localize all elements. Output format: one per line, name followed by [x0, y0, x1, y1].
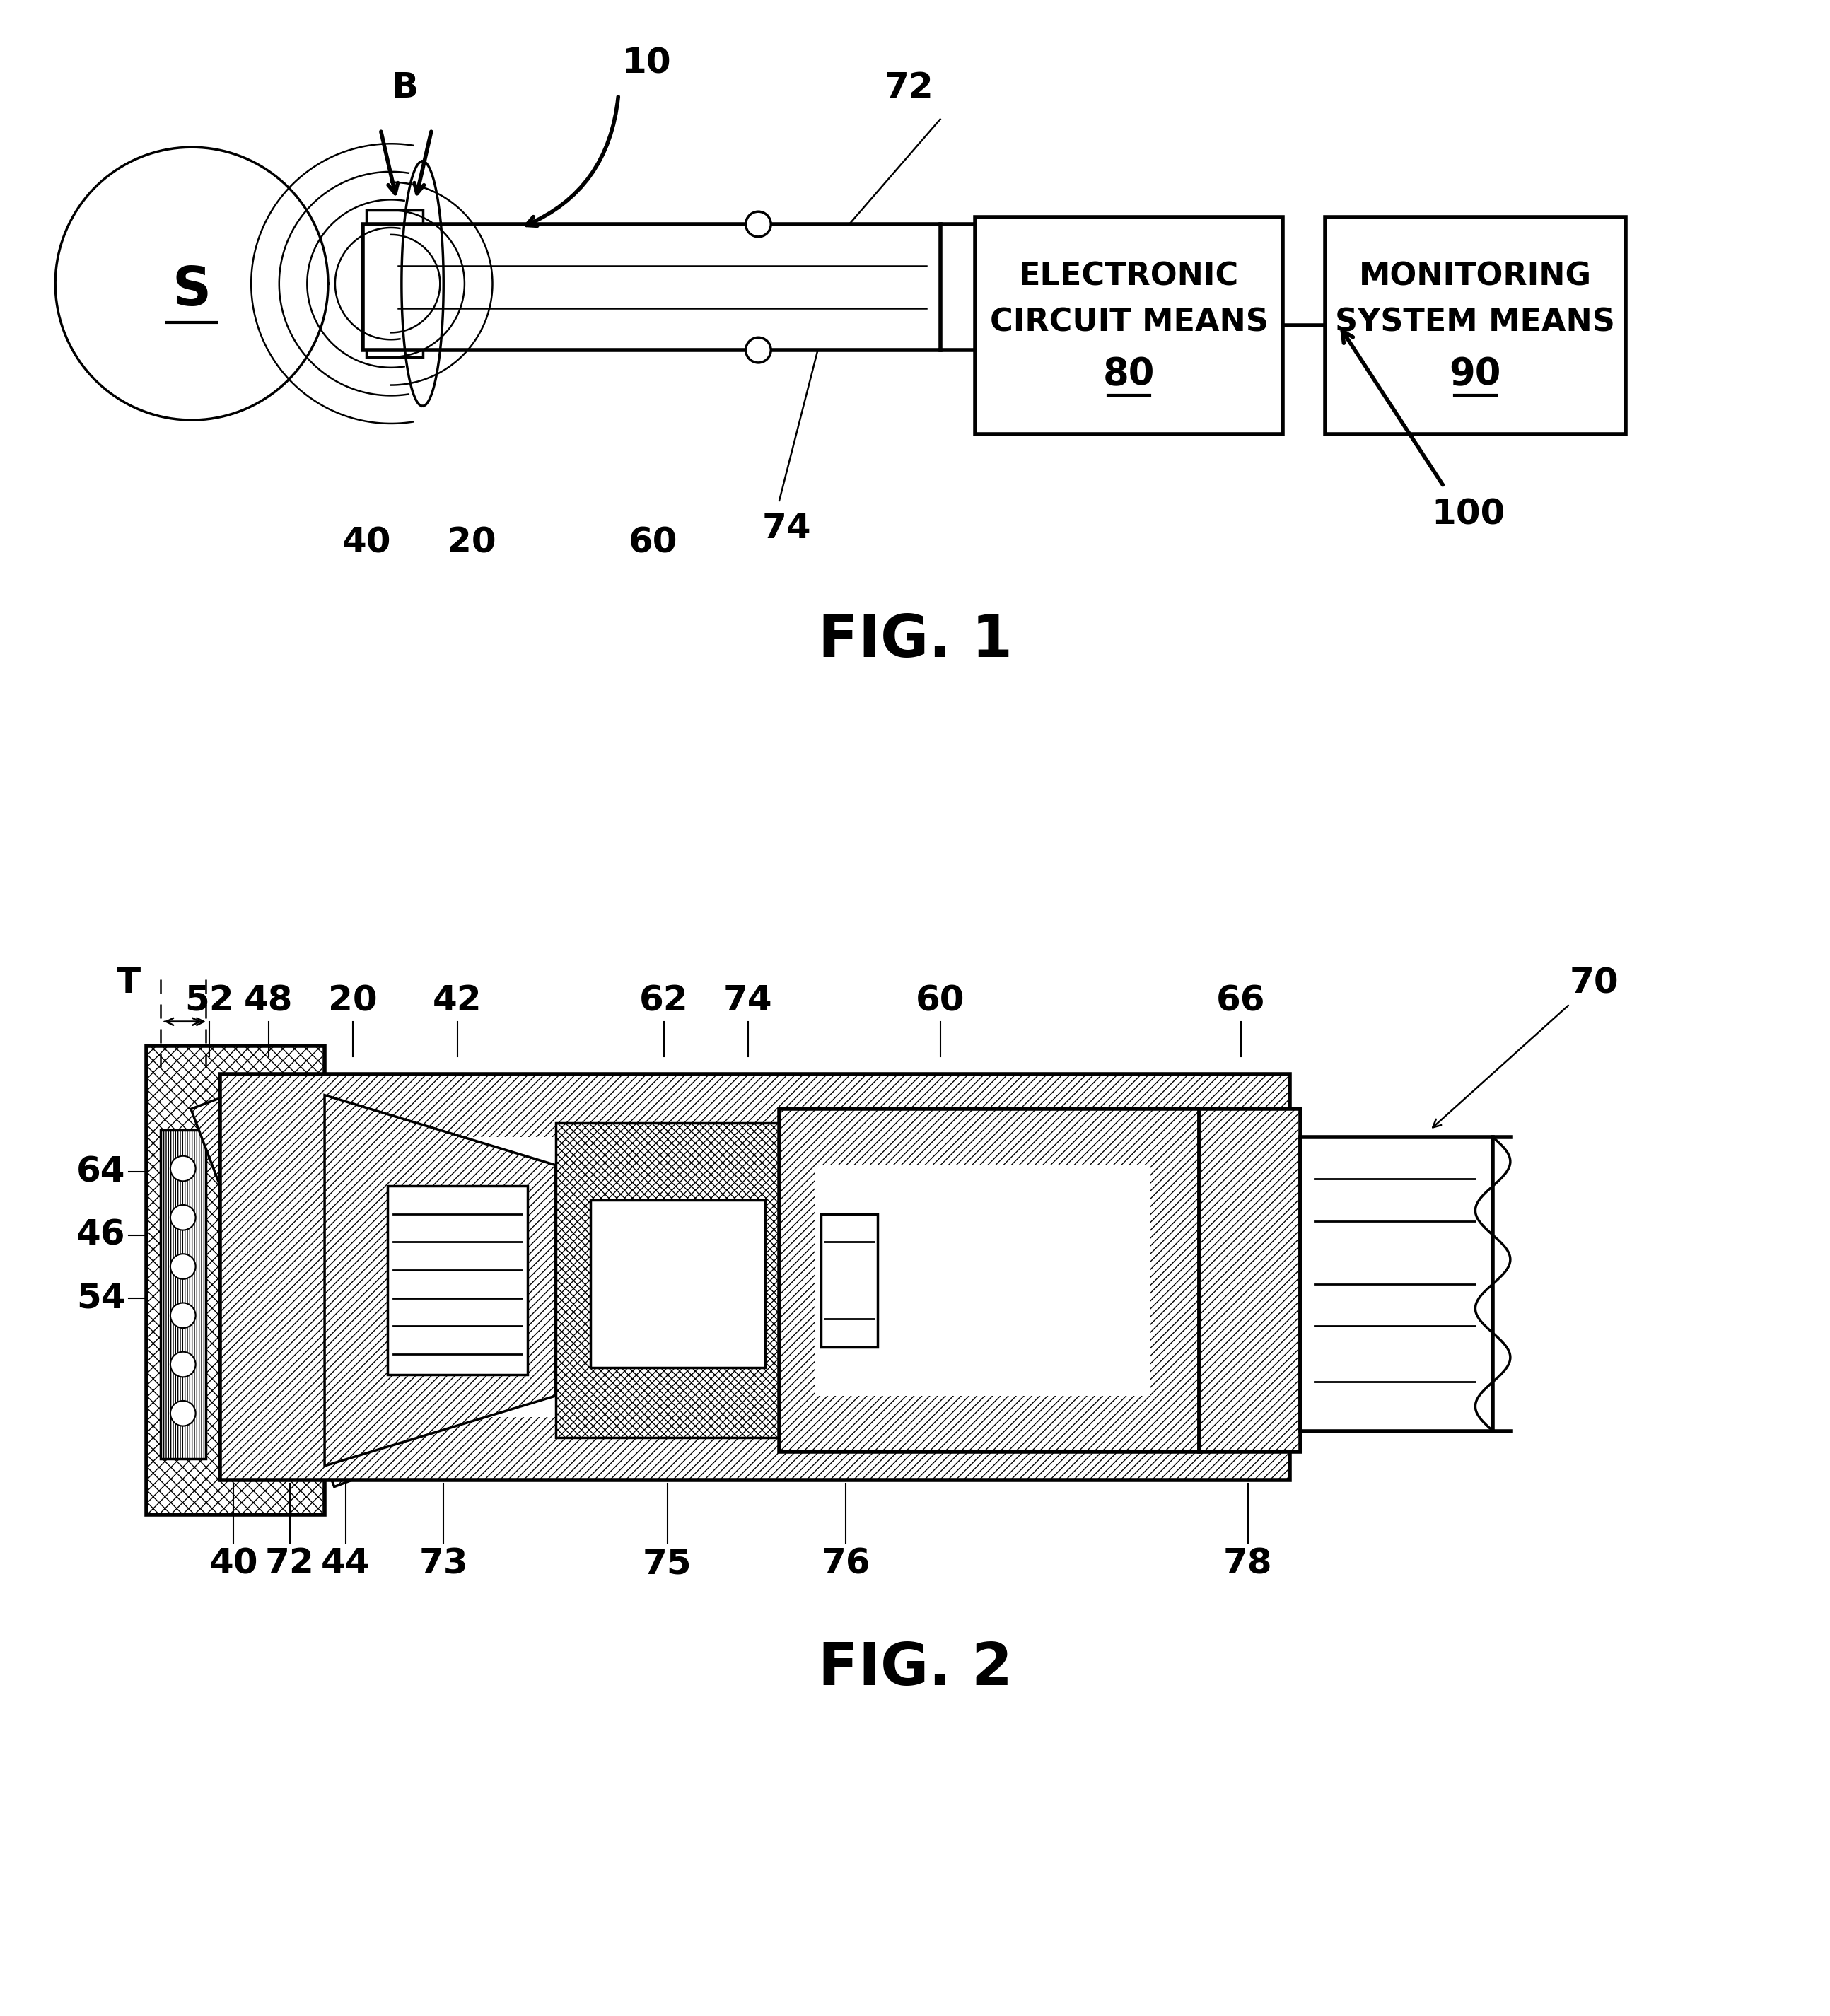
- Text: FIG. 2: FIG. 2: [818, 1641, 1012, 1697]
- Bar: [1199, 1109, 1301, 1452]
- Circle shape: [170, 1206, 196, 1230]
- Bar: [556, 1123, 800, 1437]
- Bar: [780, 1109, 1199, 1452]
- Text: 44: 44: [320, 1546, 370, 1581]
- Bar: [146, 1046, 324, 1514]
- Bar: [1301, 1137, 1493, 1431]
- Text: 75: 75: [642, 1546, 692, 1581]
- Text: 40: 40: [342, 526, 392, 558]
- Text: MONITORING: MONITORING: [1360, 262, 1592, 292]
- Bar: [366, 210, 423, 357]
- Polygon shape: [190, 1095, 371, 1486]
- Text: S: S: [172, 264, 210, 317]
- Text: 74: 74: [761, 512, 811, 546]
- Bar: [161, 1131, 205, 1460]
- Text: 72: 72: [265, 1546, 315, 1581]
- Bar: [1325, 218, 1625, 433]
- Text: 52: 52: [185, 984, 234, 1018]
- Text: 20: 20: [447, 526, 496, 558]
- Text: 73: 73: [419, 1546, 468, 1581]
- Text: 74: 74: [723, 984, 772, 1018]
- Text: ELECTRONIC: ELECTRONIC: [1019, 262, 1239, 292]
- Text: 46: 46: [77, 1218, 124, 1252]
- Text: 64: 64: [77, 1155, 124, 1189]
- Text: 80: 80: [1103, 357, 1155, 393]
- Text: 72: 72: [884, 71, 933, 105]
- Text: 20: 20: [328, 984, 377, 1018]
- Text: 78: 78: [1224, 1546, 1272, 1581]
- Text: 100: 100: [1431, 498, 1506, 532]
- Text: 62: 62: [639, 984, 688, 1018]
- Bar: [591, 1200, 765, 1369]
- Text: FIG. 1: FIG. 1: [818, 611, 1012, 669]
- Bar: [362, 224, 941, 351]
- Circle shape: [170, 1302, 196, 1329]
- Text: 90: 90: [1449, 357, 1501, 393]
- Text: 60: 60: [915, 984, 964, 1018]
- Text: 66: 66: [1217, 984, 1266, 1018]
- Text: 70: 70: [1570, 966, 1620, 1000]
- Text: 40: 40: [209, 1546, 258, 1581]
- Bar: [324, 1137, 1186, 1417]
- Text: 10: 10: [622, 46, 672, 81]
- Text: B: B: [392, 71, 419, 105]
- Circle shape: [170, 1353, 196, 1377]
- Text: 60: 60: [630, 526, 677, 558]
- Circle shape: [170, 1254, 196, 1278]
- Text: 48: 48: [243, 984, 293, 1018]
- Circle shape: [745, 337, 770, 363]
- Circle shape: [170, 1401, 196, 1425]
- Bar: [220, 1075, 1290, 1480]
- Bar: [814, 1165, 1149, 1395]
- Text: 54: 54: [77, 1280, 124, 1314]
- Bar: [822, 1214, 877, 1347]
- Text: CIRCUIT MEANS: CIRCUIT MEANS: [990, 306, 1268, 337]
- Text: T: T: [117, 966, 141, 1000]
- Text: SYSTEM MEANS: SYSTEM MEANS: [1336, 306, 1616, 337]
- Text: 42: 42: [434, 984, 481, 1018]
- Bar: [975, 218, 1283, 433]
- Text: 76: 76: [822, 1546, 871, 1581]
- Polygon shape: [324, 1095, 556, 1466]
- Bar: [388, 1185, 527, 1375]
- Circle shape: [170, 1155, 196, 1181]
- Circle shape: [745, 212, 770, 236]
